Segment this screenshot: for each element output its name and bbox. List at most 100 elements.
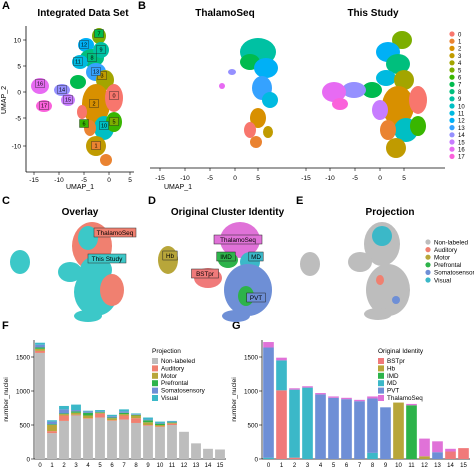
panel-a-cluster-tag-box [99, 121, 109, 130]
projection-legend-swatch [425, 262, 431, 268]
panel-a-cluster-tag-label: 9 [99, 48, 102, 54]
bar-segment-thalamoseq [406, 403, 417, 406]
bar-segment-motor [35, 348, 45, 351]
cluster-legend-swatch [449, 110, 455, 116]
bar-segment-non-labeled [179, 431, 189, 459]
panel-a-cluster-tag-label: 1 [94, 144, 97, 150]
chart-xtick-label: 11 [169, 463, 176, 469]
chart-ylabel: number_nuclei [231, 377, 238, 422]
chart-xtick-label: 1 [280, 463, 284, 469]
chart-ylabel: number_nuclei [3, 377, 10, 422]
chart-legend-swatch [378, 365, 384, 372]
chart-xtick-label: 1 [50, 463, 54, 469]
bar-segment-md [289, 389, 300, 458]
bar-segment-thalamoseq [315, 393, 326, 395]
panel-a-cluster-tag-label: 11 [75, 60, 81, 66]
bar-segment-auditory [155, 426, 165, 428]
panel-e-title: Projection [365, 207, 415, 218]
projection-legend-label: Non-labeled [434, 239, 468, 246]
panel-a-xtick-label: 0 [107, 177, 111, 184]
panel-a-cluster-tag-label: 12 [81, 43, 87, 49]
bar-segment-somatosensory [83, 411, 93, 413]
chart-ytick-label: 1000 [16, 388, 31, 395]
bar-segment-thalamoseq [432, 441, 443, 453]
panel-b-xlabel: UMAP_1 [164, 184, 192, 191]
cluster-legend-label: 3 [458, 54, 462, 60]
bar-segment-visual [59, 405, 69, 410]
panel-a-cluster-tag-box [109, 91, 119, 100]
chart-xtick-label: 12 [181, 463, 188, 469]
panel-a-cluster-tag-label: 17 [41, 104, 47, 110]
panel-d-title: Original Cluster Identity [170, 207, 285, 218]
projection-legend-e: Non-labeledAuditoryMotorPrefrontalSomato… [425, 239, 474, 284]
bar-segment-somatosensory [119, 411, 129, 413]
cluster-legend-label: 1 [458, 40, 462, 46]
identity-tag-label: Hb [166, 253, 175, 260]
overlay-label-this-study: This Study [92, 256, 123, 263]
cluster-legend-swatch [449, 125, 455, 131]
bar-segment-non-labeled [107, 420, 117, 459]
panel-a-cluster-tag-label: 0 [112, 94, 115, 100]
bar-segment-non-labeled [155, 427, 165, 459]
cluster-legend-swatch [449, 38, 455, 44]
identity-tag-label: BSTpr [196, 271, 214, 278]
bar-segment-md [263, 457, 274, 459]
bar-segment-thalamoseq [419, 438, 430, 457]
panel-a-cluster-tag-label: 15 [65, 98, 71, 104]
bar-segment-auditory [167, 423, 177, 425]
bar-segment-thalamoseq [328, 396, 339, 398]
cluster-legend-swatch [449, 74, 455, 80]
panel-e-umap: Non-labeledAuditoryMotorPrefrontalSomato… [300, 222, 474, 320]
bar-segment-bstpr [289, 457, 300, 459]
chart-xtick-label: 10 [157, 463, 164, 469]
bar-segment-imd [406, 405, 417, 459]
bar-segment-prefrontal [143, 420, 153, 423]
bar-segment-somatosensory [131, 414, 141, 415]
panel-b-xtick-label: -5 [207, 175, 213, 182]
panel-a-cluster-tag-label: 16 [37, 82, 43, 88]
chart-xtick-label: 5 [332, 463, 336, 469]
bar-segment-motor [131, 415, 141, 419]
panel-label-b: B [138, 0, 146, 12]
bar-segment-prefrontal [95, 412, 105, 413]
projection-legend-swatch [425, 254, 431, 260]
chart-legend-label: MD [387, 380, 397, 387]
chart-ytick-label: 1500 [244, 354, 259, 361]
panel-b-xtick-label: 0 [378, 175, 382, 182]
panel-a-xtick-label: -15 [29, 177, 39, 184]
panel-a-clusters [31, 28, 123, 166]
bar-segment-non-labeled [59, 420, 69, 459]
bar-segment-auditory [83, 418, 93, 419]
bar-segment-visual [155, 421, 165, 423]
cluster-legend-label: 7 [458, 83, 462, 89]
bar-segment-pvt [328, 397, 339, 459]
bar-segment-auditory [119, 415, 129, 420]
bar-segment-pvt [315, 394, 326, 459]
bar-segment-non-labeled [47, 433, 57, 459]
cluster-legend-swatch [449, 31, 455, 37]
cluster-legend-label: 13 [458, 126, 465, 132]
bar-segment-thalamoseq [354, 399, 365, 402]
bar-segment-thalamoseq [276, 357, 287, 361]
bar-segment-hb [393, 402, 404, 459]
bar-segment-prefrontal [35, 347, 45, 349]
chart-ytick-label: 1500 [16, 354, 31, 361]
chart-legend-swatch [152, 365, 158, 372]
panel-label-a: A [2, 0, 10, 12]
cluster-legend-label: 15 [458, 140, 465, 146]
bar-segment-thalamoseq [341, 397, 352, 400]
panel-a-cluster-tag-label: 8 [90, 56, 93, 62]
chart-legend-label: Auditory [161, 365, 185, 372]
panel-a-ytick-label: 10 [14, 38, 22, 45]
bar-segment-prefrontal [131, 414, 141, 416]
chart-xtick-label: 4 [86, 463, 90, 469]
bar-segment-non-labeled [191, 443, 201, 459]
panel-a-cluster-tag-box [35, 79, 45, 88]
panel-a-cluster-tag-box [89, 99, 99, 108]
panel-b-xtick-label: -15 [155, 175, 165, 182]
bar-segment-non-labeled [83, 418, 93, 459]
chart-legend-label: ThalamoSeq [387, 395, 423, 402]
bar-segment-pvt [367, 398, 378, 453]
chart-legend-label: Visual [161, 395, 178, 402]
